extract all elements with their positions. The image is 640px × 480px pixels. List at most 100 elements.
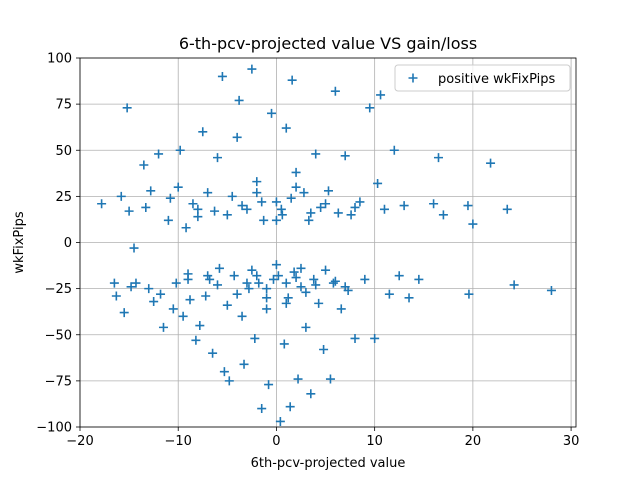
data-point [394, 271, 404, 281]
data-point [291, 273, 301, 283]
legend: positive wkFixPips [394, 64, 571, 92]
data-point [271, 215, 281, 225]
y-tick-label: 25 [55, 190, 72, 205]
data-point [139, 160, 149, 170]
data-point [213, 153, 223, 163]
data-point [250, 333, 260, 343]
data-point [259, 215, 269, 225]
data-point [293, 374, 303, 384]
data-point [277, 210, 287, 220]
data-point [244, 284, 254, 294]
x-tick-label: 30 [563, 434, 580, 449]
data-point [340, 282, 350, 292]
data-point [350, 202, 360, 212]
data-point [502, 204, 512, 214]
y-tick-label: −100 [36, 421, 72, 436]
data-point [311, 149, 321, 159]
data-point [224, 376, 234, 386]
data-point [271, 260, 281, 270]
data-point [299, 188, 309, 198]
data-point [131, 278, 141, 288]
data-point [193, 204, 203, 214]
data-points [97, 64, 556, 426]
data-point [156, 289, 166, 299]
data-point [321, 199, 331, 209]
data-point [314, 298, 324, 308]
x-tick-label: 0 [272, 434, 280, 449]
data-point [154, 149, 164, 159]
data-point [360, 274, 370, 284]
data-point [185, 295, 195, 305]
data-point [301, 322, 311, 332]
data-point [464, 289, 474, 299]
data-point [158, 322, 168, 332]
data-point [414, 274, 424, 284]
legend-label: positive wkFixPips [438, 72, 556, 87]
data-point [144, 284, 154, 294]
data-point [486, 158, 496, 168]
data-point [389, 145, 399, 155]
data-point [178, 311, 188, 321]
y-tick-label: 75 [55, 98, 72, 113]
data-point [227, 191, 237, 201]
data-point [175, 145, 185, 155]
data-point [323, 186, 333, 196]
data-point [219, 367, 229, 377]
data-point [311, 280, 321, 290]
data-point [229, 271, 239, 281]
data-point [247, 64, 257, 74]
data-point [122, 103, 132, 113]
data-point [289, 267, 299, 277]
data-point [181, 223, 191, 233]
data-point [173, 182, 183, 192]
data-point [319, 345, 329, 355]
data-point [384, 289, 394, 299]
data-point [141, 202, 151, 212]
data-point [116, 191, 126, 201]
data-point [242, 204, 252, 214]
data-point [217, 71, 227, 81]
data-point [301, 287, 311, 297]
data-point [129, 243, 139, 253]
x-tick-label: 10 [366, 434, 383, 449]
data-point [336, 304, 346, 314]
data-point [267, 108, 277, 118]
data-point [201, 291, 211, 301]
data-point [429, 199, 439, 209]
data-point [276, 204, 286, 214]
data-point [287, 75, 297, 85]
x-tick-label: −10 [164, 434, 191, 449]
data-point [262, 293, 272, 303]
data-point [275, 416, 285, 426]
data-point [271, 197, 281, 207]
data-point [262, 304, 272, 314]
data-point [330, 276, 340, 286]
data-point [254, 278, 264, 288]
data-point [198, 127, 208, 137]
data-point [279, 339, 289, 349]
data-point [252, 271, 262, 281]
y-tick-label: 100 [47, 52, 72, 67]
data-point [126, 282, 136, 292]
data-point [325, 374, 335, 384]
data-point [239, 359, 249, 369]
data-point [149, 297, 159, 307]
data-point [340, 151, 350, 161]
data-point [509, 280, 519, 290]
data-point [257, 197, 267, 207]
data-point [213, 280, 223, 290]
data-point [468, 219, 478, 229]
y-axis-title: wkFixPips [12, 211, 27, 273]
data-point [242, 278, 252, 288]
data-point [273, 271, 283, 281]
data-point [283, 293, 293, 303]
data-point [165, 193, 175, 203]
data-point [264, 380, 274, 390]
data-point [404, 293, 414, 303]
chart-title: 6-th-pcv-projected value VS gain/loss [179, 34, 477, 53]
data-point [355, 197, 365, 207]
data-point [268, 274, 278, 284]
data-point [222, 300, 232, 310]
data-point [376, 90, 386, 100]
data-point [346, 210, 356, 220]
